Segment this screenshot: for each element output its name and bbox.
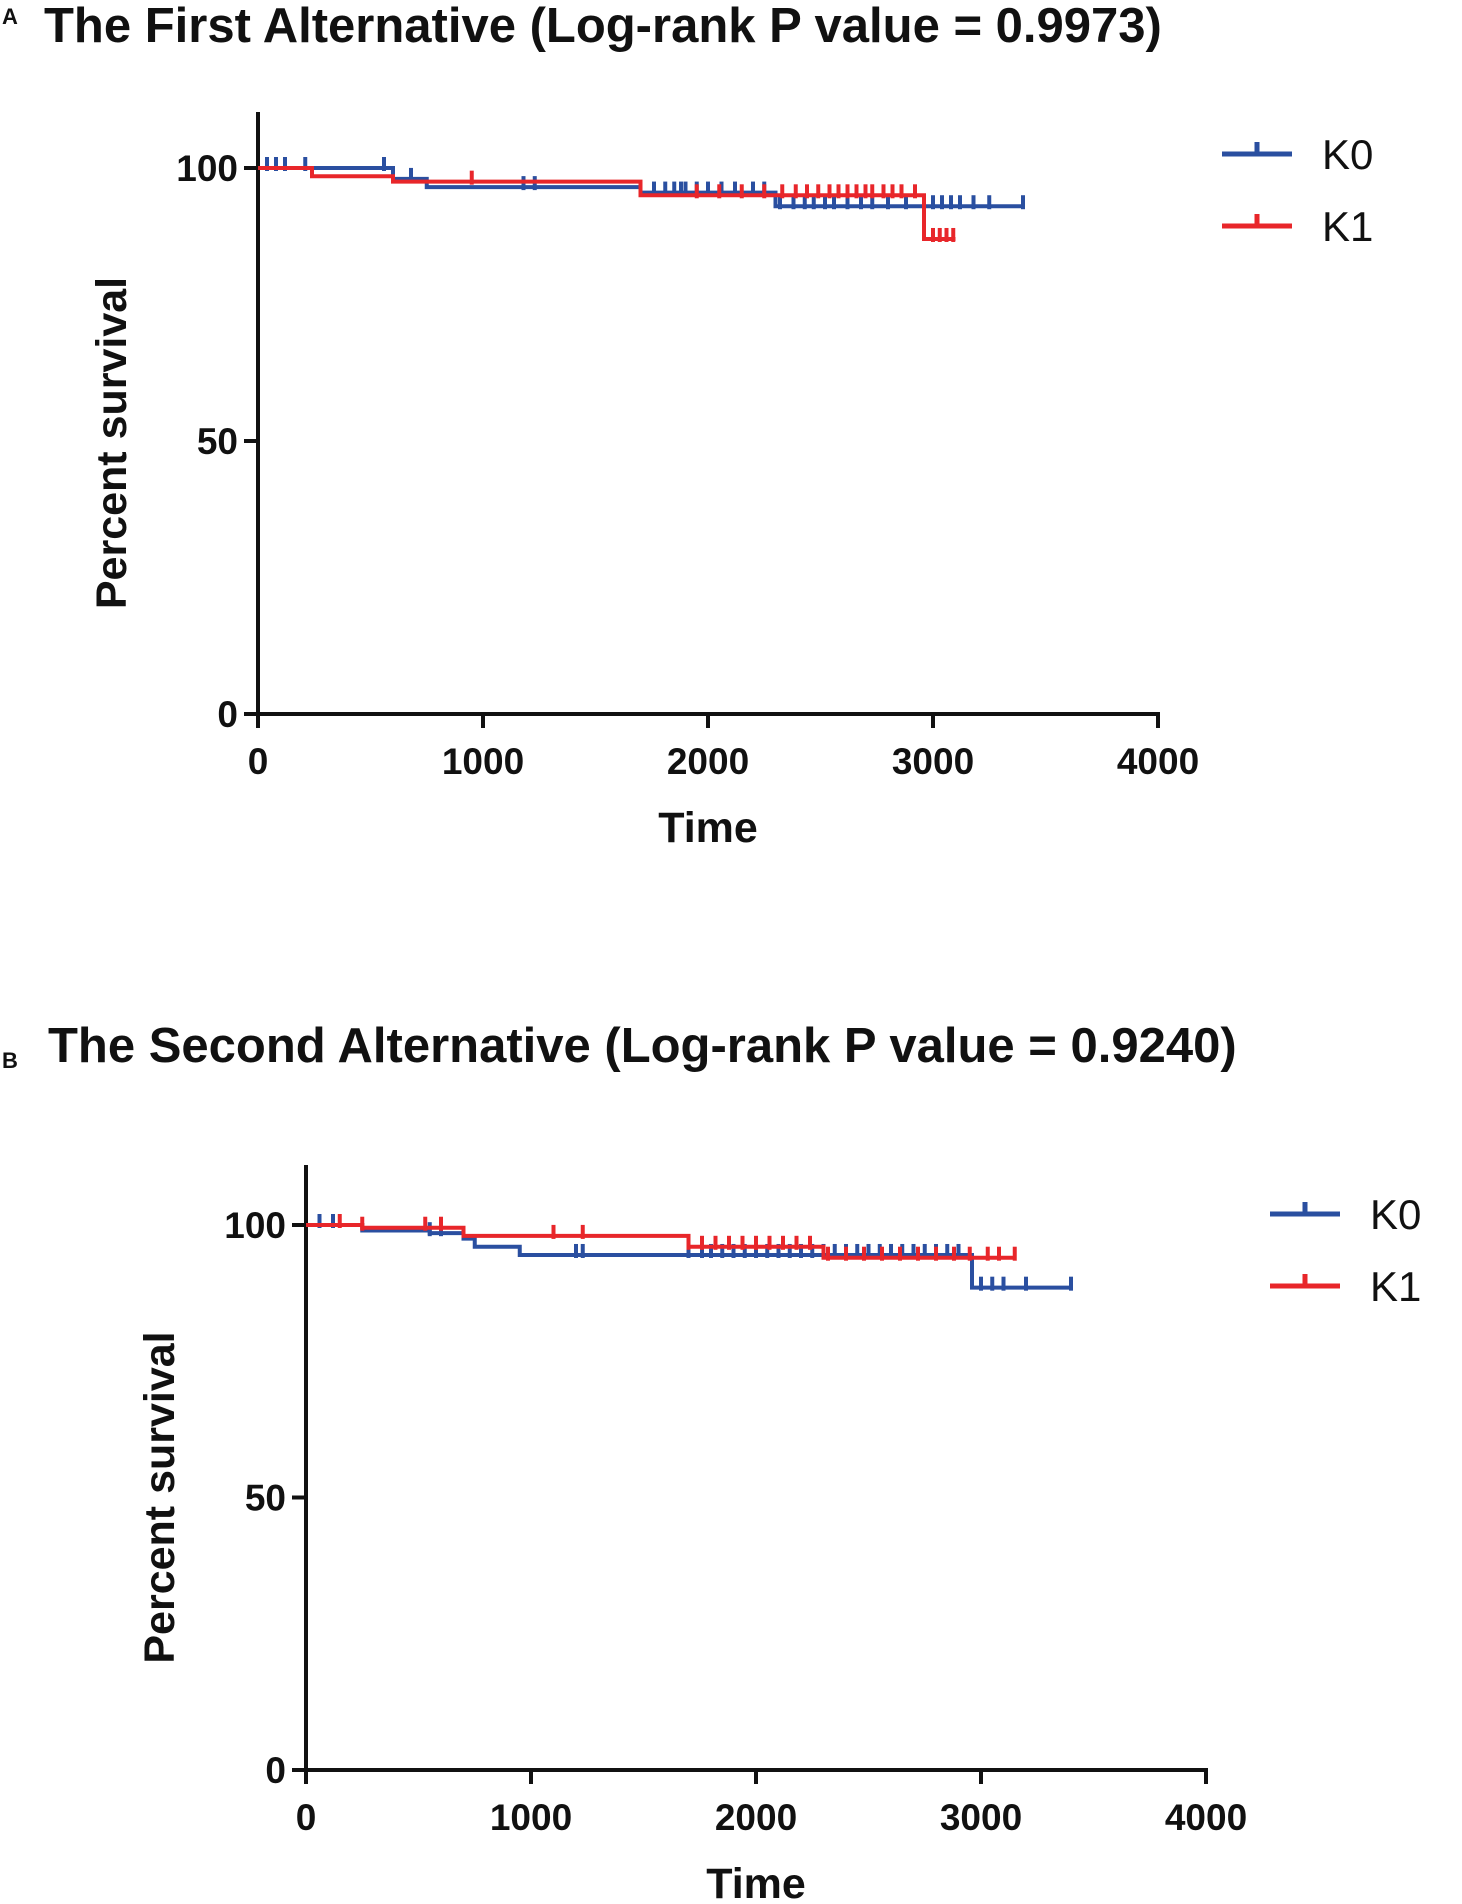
chart-title: The Second Alternative (Log-rank P value… [48,1019,1237,1073]
y-tick-label: 100 [224,1205,286,1246]
y-tick-label: 0 [265,1750,286,1791]
x-tick-label: 2000 [715,1797,797,1838]
x-tick-label: 0 [296,1797,317,1838]
legend-label-k1: K1 [1322,203,1373,250]
panel-b: B The Second Alternative (Log-rank P val… [0,960,1462,1904]
chart-title: The First Alternative (Log-rank P value … [44,0,1162,53]
panel-letter: B [2,1048,18,1073]
x-axis-label: Time [706,1860,806,1904]
y-tick-label: 100 [176,148,238,189]
legend-label-k0: K0 [1322,131,1373,178]
panel-a: A The First Alternative (Log-rank P valu… [0,0,1462,940]
x-tick-label: 1000 [490,1797,572,1838]
x-tick-label: 3000 [940,1797,1022,1838]
x-tick-label: 0 [248,741,269,782]
y-axis-label: Percent survival [136,1331,184,1663]
y-axis-label: Percent survival [88,277,136,609]
legend-label-k0: K0 [1370,1191,1421,1238]
x-tick-label: 3000 [892,741,974,782]
y-tick-label: 50 [197,421,238,462]
x-tick-label: 1000 [442,741,524,782]
y-tick-label: 0 [217,694,238,735]
x-tick-label: 4000 [1165,1797,1247,1838]
x-tick-label: 4000 [1117,741,1199,782]
x-axis-label: Time [658,804,758,852]
x-tick-label: 2000 [667,741,749,782]
panel-letter: A [2,4,18,29]
legend-label-k1: K1 [1370,1263,1421,1310]
series-line-k1 [258,166,956,241]
y-tick-label: 50 [245,1478,286,1519]
